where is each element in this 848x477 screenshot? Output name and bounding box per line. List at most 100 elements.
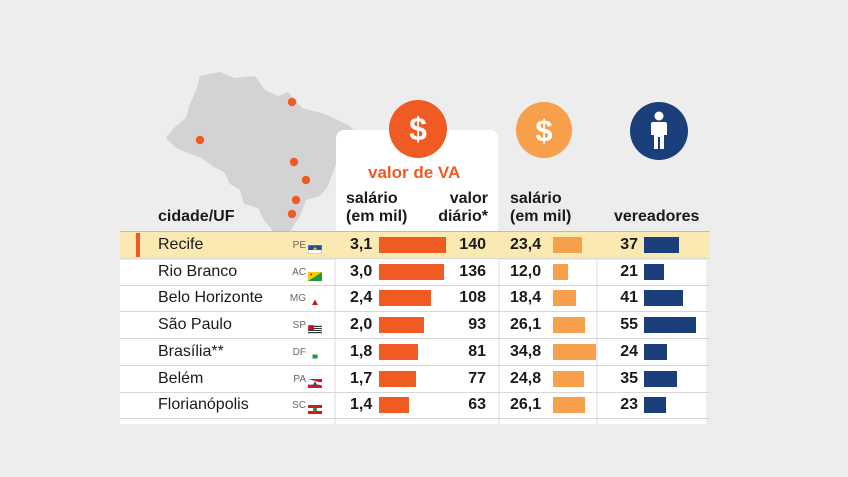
state-flag-icon <box>308 241 323 255</box>
vereadores-value: 41 <box>620 289 638 307</box>
dollar-sign-glyph: $ <box>535 113 552 148</box>
va-salario-value: 2,4 <box>350 289 373 307</box>
uf-code: DF <box>292 346 306 358</box>
map-city-dot <box>195 135 205 145</box>
row-divider <box>120 284 710 286</box>
salario-bar <box>553 317 586 334</box>
salario-value: 18,4 <box>510 289 542 307</box>
table-row: Rio Branco AC 3,0 136 12,0 21 <box>120 259 710 285</box>
vereadores-value: 55 <box>620 316 638 334</box>
va-salario-value: 3,1 <box>350 236 373 253</box>
map-city-dot <box>301 175 311 185</box>
va-salario-value: 1,8 <box>350 342 373 360</box>
valor-diario-bar <box>379 397 410 414</box>
vereadores-bar <box>644 370 678 387</box>
valor-diario-bar <box>379 370 416 387</box>
cidade-uf-header: cidade/UF <box>158 208 235 225</box>
state-flag-icon <box>308 401 322 415</box>
table-row: Belém PA 1,7 77 24,8 35 <box>120 366 710 392</box>
valor-va-title: valor de VA <box>368 163 461 182</box>
vereadores-bar <box>644 397 666 414</box>
table-row: Florianópolis SC 1,4 63 26,1 23 <box>120 392 710 418</box>
dollar-sign-glyph: $ <box>409 111 427 147</box>
uf-code: SC <box>292 400 306 412</box>
row-divider <box>120 258 710 259</box>
uf-code: AC <box>292 266 306 278</box>
vereadores-bar <box>644 237 679 253</box>
map-city-dot <box>291 195 301 205</box>
valor-diario-value: 93 <box>468 316 486 334</box>
uf-code: MG <box>289 293 306 305</box>
state-flag-icon <box>308 294 322 308</box>
vereadores-person-icon <box>630 102 688 160</box>
valor-diario-value: 63 <box>468 396 486 414</box>
vereadores-value: 35 <box>620 369 638 387</box>
salario-value: 24,8 <box>510 369 542 387</box>
salario-dollar-icon: $ <box>516 102 572 158</box>
salario-header-line1: salário <box>510 190 562 207</box>
state-flag-icon <box>308 348 322 361</box>
row-divider <box>120 311 710 313</box>
city-name: Recife <box>158 236 204 253</box>
salario-bar <box>553 263 568 280</box>
valor-diario-bar <box>379 237 446 253</box>
vereadores-bar <box>644 263 664 280</box>
vereadores-column-panel <box>598 260 706 424</box>
row-divider <box>120 338 710 340</box>
salario-value: 23,4 <box>510 236 542 253</box>
table-row: Recife PE 3,1 140 23,4 37 <box>120 232 710 258</box>
uf-code: SP <box>292 320 306 332</box>
salario-header: salário (em mil) <box>510 190 571 226</box>
uf-code: PE <box>292 240 306 251</box>
va-salario-value: 3,0 <box>350 262 373 280</box>
row-divider <box>120 391 710 393</box>
salario-bar <box>553 343 596 360</box>
valor-diario-value: 108 <box>459 289 486 307</box>
salario-bar <box>553 237 582 253</box>
vereadores-value: 23 <box>620 396 638 414</box>
vereadores-value: 21 <box>620 262 638 280</box>
salario-value: 34,8 <box>510 342 542 360</box>
state-flag-icon <box>308 375 322 388</box>
state-flag-icon <box>308 321 323 335</box>
va-salario-header: salário (em mil) <box>346 190 407 226</box>
city-name: São Paulo <box>158 316 232 334</box>
salario-header-line2: (em mil) <box>510 208 572 225</box>
row-divider <box>120 418 710 420</box>
city-column-panel <box>120 260 334 424</box>
valor-diario-bar <box>379 317 424 334</box>
valor-diario-header: valor diário* <box>420 190 488 226</box>
city-name: Belo Horizonte <box>158 289 263 307</box>
salario-bar <box>553 397 586 414</box>
salario-column-panel <box>500 260 596 424</box>
salario-value: 26,1 <box>510 396 542 414</box>
salario-bar <box>553 290 576 307</box>
va-salario-header-line1: salário <box>346 190 398 207</box>
valor-diario-bar <box>379 290 431 307</box>
header-divider <box>120 231 710 232</box>
salario-value: 12,0 <box>510 262 542 280</box>
valor-diario-bar <box>379 343 418 360</box>
vereadores-bar <box>644 317 696 334</box>
uf-code: PA <box>293 373 306 385</box>
city-name: Florianópolis <box>158 396 249 414</box>
city-name: Rio Branco <box>158 262 238 280</box>
valor-diario-header-line1: valor <box>449 190 488 207</box>
vereadores-header: vereadores <box>614 208 700 225</box>
salario-value: 26,1 <box>510 316 542 334</box>
valor-diario-value: 140 <box>459 236 486 253</box>
va-salario-value: 1,4 <box>350 396 373 414</box>
brazil-map-shape <box>166 72 358 254</box>
city-name: Brasília** <box>158 342 224 360</box>
person-head <box>654 111 664 121</box>
vereadores-value: 37 <box>620 236 638 253</box>
valor-diario-value: 136 <box>459 262 486 280</box>
valor-diario-value: 77 <box>468 369 486 387</box>
va-dollar-icon: $ <box>389 100 447 158</box>
vereadores-bar <box>644 290 683 307</box>
map-city-dot <box>287 97 297 107</box>
valor-diario-header-line2: diário* <box>438 208 488 225</box>
va-salario-value: 1,7 <box>350 369 373 387</box>
state-flag-icon <box>308 268 322 281</box>
vereadores-value: 24 <box>620 342 638 360</box>
